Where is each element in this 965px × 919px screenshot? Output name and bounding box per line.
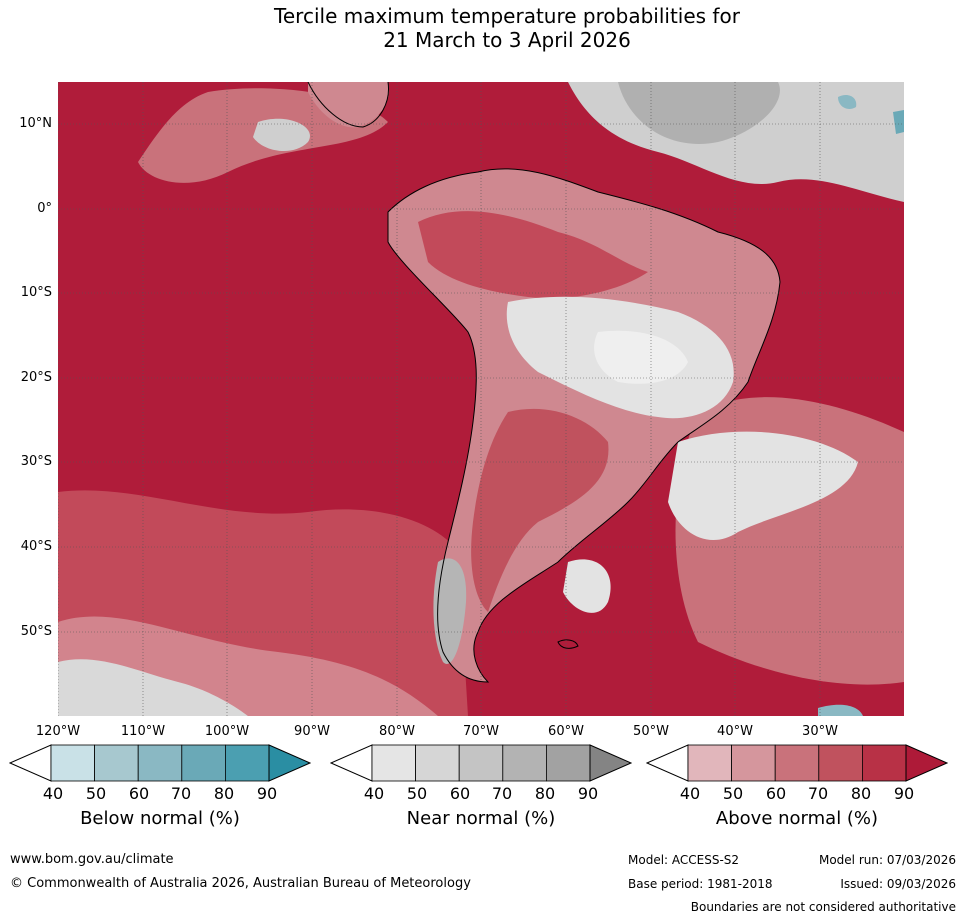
argentina-above-normal — [471, 408, 609, 612]
tick-label: 90 — [577, 784, 599, 803]
patagonia-near-normal — [433, 558, 467, 664]
tick-label: 50 — [406, 784, 428, 803]
colorbar-extend-high — [905, 744, 948, 782]
tick-label: 70 — [807, 784, 829, 803]
colorbar-segment — [137, 744, 183, 782]
tick-label: 40 — [42, 784, 64, 803]
colorbar-segment — [861, 744, 907, 782]
atlantic-south-near-normal — [668, 431, 858, 541]
lat-label-10n: 10°N — [19, 116, 52, 131]
colorbar-near-normal — [330, 744, 632, 782]
colorbar-segment — [371, 744, 416, 782]
tick-label: 60 — [765, 784, 787, 803]
colorbar-segment — [415, 744, 460, 782]
lon-label-70w: 70°W — [463, 724, 499, 739]
tick-label: 60 — [449, 784, 471, 803]
lon-label-120w: 120°W — [35, 724, 81, 739]
colorbar-extend-low — [330, 744, 373, 782]
atlantic-north-dark-gray — [618, 82, 780, 144]
tick-label: 70 — [491, 784, 513, 803]
tick-label: 80 — [534, 784, 556, 803]
lon-label-40w: 40°W — [717, 724, 753, 739]
map-title-line1: Tercile maximum temperature probabilitie… — [274, 4, 740, 28]
lat-label-20s: 20°S — [20, 370, 52, 385]
issued-text: Issued: 09/03/2026 — [840, 877, 956, 891]
tick-label: 40 — [363, 784, 385, 803]
colorbar-segment — [687, 744, 732, 782]
graticule — [58, 82, 904, 716]
atlantic-patch-near-normal — [563, 559, 611, 613]
amazon-above-normal — [418, 211, 648, 299]
bom-url-link[interactable]: www.bom.gov.au/climate — [10, 852, 174, 867]
colorbar-below-normal — [9, 744, 311, 782]
lat-label-10s: 10°S — [20, 285, 52, 300]
tick-label: 80 — [213, 784, 235, 803]
probability-map — [58, 82, 904, 716]
model-text: Model: ACCESS-S2 — [628, 853, 740, 867]
colorbar-segment — [818, 744, 863, 782]
base-period-text: Base period: 1981-2018 — [628, 877, 773, 891]
copyright-text: © Commonwealth of Australia 2026, Austra… — [10, 876, 471, 891]
lon-label-80w: 80°W — [379, 724, 415, 739]
disclaimer-text: Boundaries are not considered authoritat… — [690, 900, 956, 914]
colorbar-extend-low — [9, 744, 52, 782]
lon-label-50w: 50°W — [633, 724, 669, 739]
lon-label-60w: 60°W — [548, 724, 584, 739]
colorbar-segment — [545, 744, 591, 782]
below-normal-patch-3 — [818, 704, 863, 716]
tick-label: 90 — [256, 784, 278, 803]
colorbar-segment — [458, 744, 504, 782]
below-normal-patch-1 — [838, 95, 857, 109]
colorbar-extend-low — [646, 744, 689, 782]
colorbar-segment — [50, 744, 95, 782]
tick-label: 50 — [722, 784, 744, 803]
colorbar-segment — [731, 744, 776, 782]
colorbar-extend-high — [589, 744, 632, 782]
central-america-land — [308, 82, 389, 128]
colorbar-extend-high — [268, 744, 311, 782]
lon-label-100w: 100°W — [204, 724, 250, 739]
central-america-coast — [307, 82, 389, 128]
lon-label-110w: 110°W — [120, 724, 166, 739]
tick-label: 90 — [893, 784, 915, 803]
map-title: Tercile maximum temperature probabilitie… — [0, 4, 965, 52]
brazil-near-normal-light — [594, 330, 688, 384]
colorbar-segment — [181, 744, 226, 782]
pacific-north-gray — [253, 118, 310, 152]
lat-label-40s: 40°S — [20, 539, 52, 554]
colorbar-label-near: Near normal (%) — [406, 808, 556, 829]
lon-label-90w: 90°W — [294, 724, 330, 739]
tick-label: 70 — [170, 784, 192, 803]
colorbar-segment — [502, 744, 547, 782]
lat-label-50s: 50°S — [20, 624, 52, 639]
lat-label-0: 0° — [37, 201, 52, 216]
colorbar-segment — [94, 744, 139, 782]
falklands — [557, 639, 579, 649]
lon-label-30w: 30°W — [802, 724, 838, 739]
map-title-line2: 21 March to 3 April 2026 — [383, 28, 631, 52]
pacific-south-near-normal — [58, 659, 248, 716]
tick-label: 60 — [128, 784, 150, 803]
colorbar-label-above: Above normal (%) — [715, 808, 879, 829]
tick-label: 40 — [679, 784, 701, 803]
tick-label: 80 — [850, 784, 872, 803]
coastline — [387, 168, 781, 683]
colorbar-segment — [774, 744, 820, 782]
lat-label-30s: 30°S — [20, 454, 52, 469]
colorbar-above-normal — [646, 744, 948, 782]
below-normal-patch-2 — [893, 110, 904, 134]
colorbar-segment — [224, 744, 270, 782]
model-run-text: Model run: 07/03/2026 — [818, 853, 956, 867]
colorbar-label-below: Below normal (%) — [80, 808, 240, 829]
tick-label: 50 — [85, 784, 107, 803]
